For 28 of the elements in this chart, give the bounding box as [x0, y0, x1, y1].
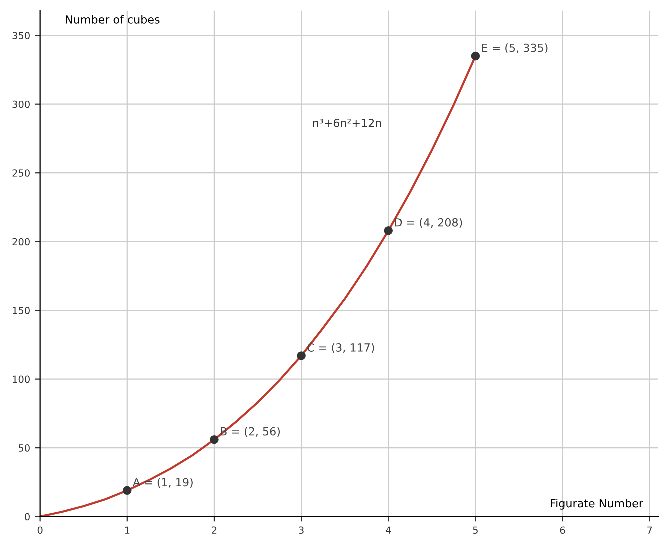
y-tick-label: 250 [12, 170, 30, 177]
x-tick-label: 4 [386, 526, 392, 534]
x-tick-label: 6 [560, 526, 566, 534]
point [210, 435, 219, 444]
y-tick-label: 100 [13, 376, 30, 384]
x-tick-label: 5 [473, 526, 478, 534]
annotation: A = (1, 19) [133, 478, 193, 488]
y-tick-label: 300 [12, 100, 30, 108]
point [471, 52, 480, 61]
point [384, 226, 393, 236]
y-tick-label: 200 [12, 238, 30, 246]
y-tick-label: 350 [12, 32, 30, 40]
x-tick-label: 0 [38, 526, 43, 534]
y-axis-title: Number of cubes [66, 15, 160, 24]
annotation: D = (4, 208) [395, 218, 462, 228]
y-tick-label: 0 [25, 513, 30, 521]
x-tick-label: 7 [648, 526, 652, 534]
point [123, 486, 132, 496]
point [297, 352, 306, 360]
x-tick-label: 1 [125, 526, 130, 534]
x-tick-label: 2 [212, 526, 217, 534]
x-tick-label: 3 [299, 526, 304, 534]
y-tick-label: 150 [13, 307, 30, 314]
annotation: C = (3, 117) [308, 343, 374, 354]
annotation: n³+6n²+12n [313, 118, 382, 128]
annotation: E = (5, 335) [482, 44, 548, 54]
x-axis-title: Figurate Number [551, 499, 644, 510]
y-tick-label: 50 [18, 444, 30, 452]
